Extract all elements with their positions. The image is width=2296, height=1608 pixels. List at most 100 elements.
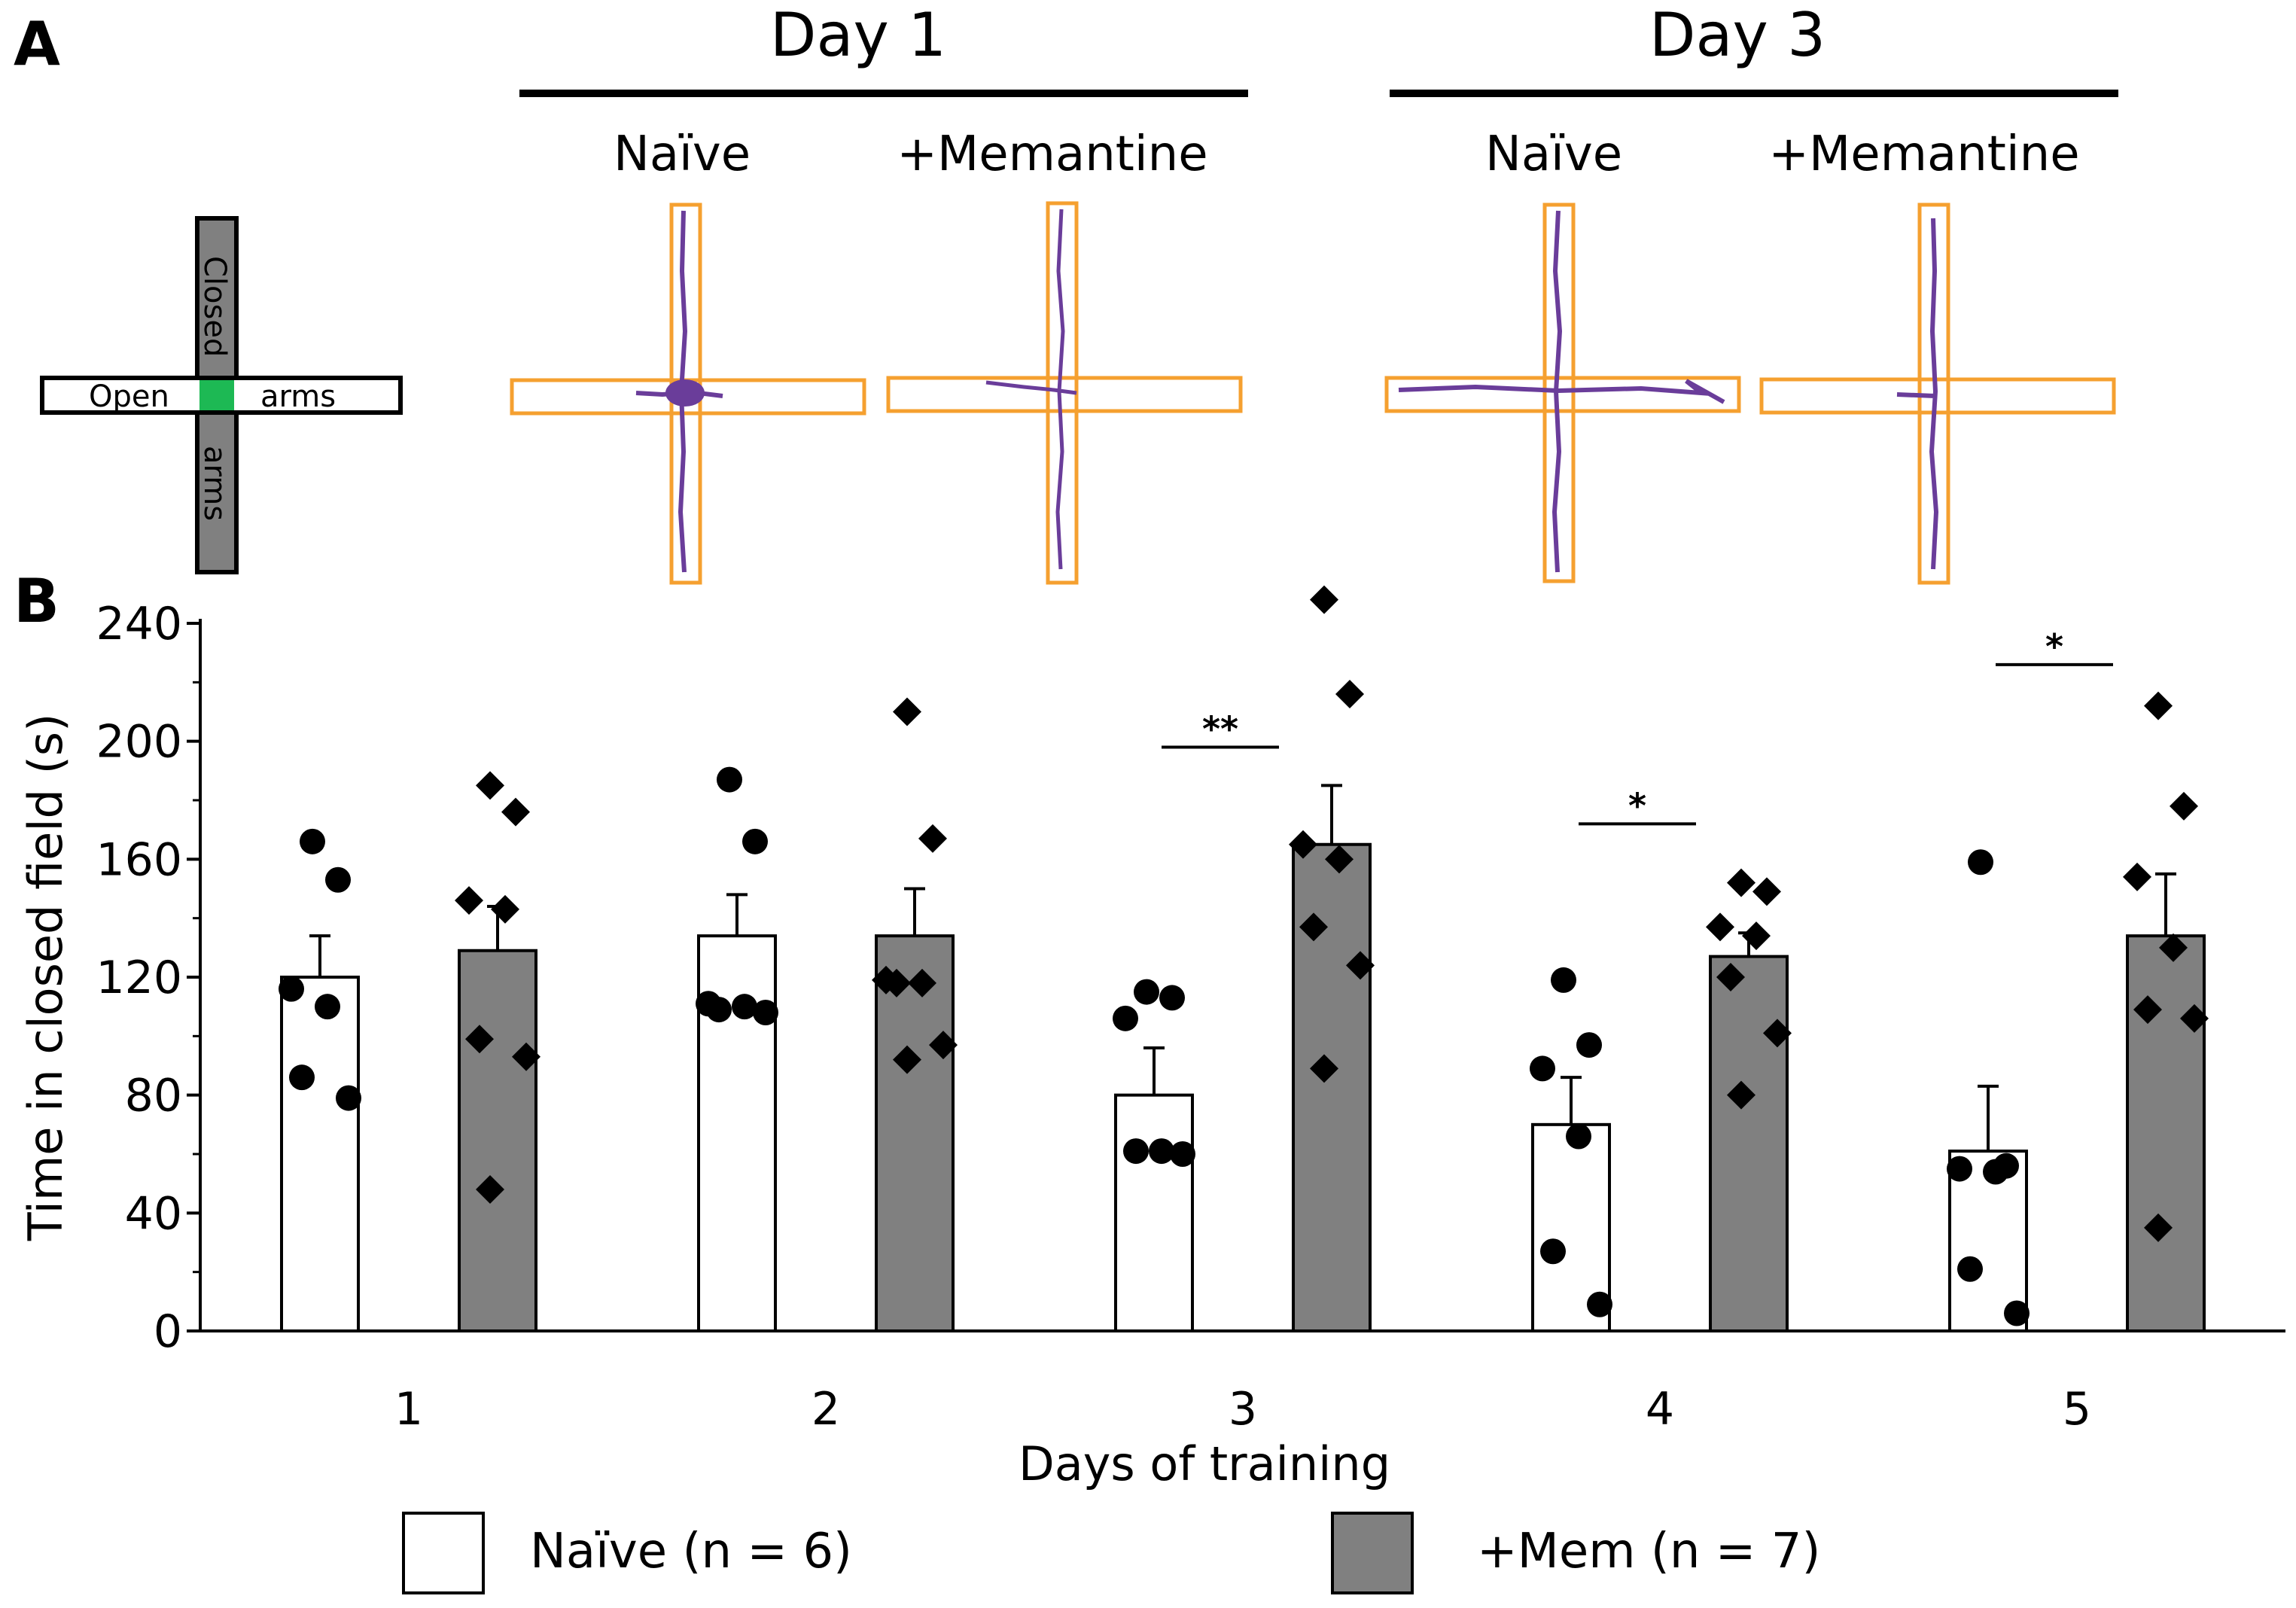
data-point xyxy=(1310,1054,1338,1083)
data-point xyxy=(1566,1123,1591,1150)
data-point xyxy=(1727,1080,1755,1110)
data-point xyxy=(1540,1238,1566,1265)
y-tick-label: 0 xyxy=(154,1305,182,1358)
data-point xyxy=(2144,691,2173,720)
x-axis-title: Days of training xyxy=(1019,1436,1390,1491)
data-point xyxy=(1742,921,1771,951)
data-point xyxy=(929,1031,958,1060)
bar xyxy=(1292,842,1372,1332)
data-point xyxy=(893,697,921,726)
data-point xyxy=(1530,1055,1555,1082)
data-point xyxy=(1763,1019,1792,1048)
day-title-1: Day 1 xyxy=(770,0,946,70)
y-axis-title: Time in closed field (s) xyxy=(18,714,73,1242)
bar xyxy=(458,949,537,1332)
maze-open-arm-outline xyxy=(1384,376,1741,413)
data-point xyxy=(1551,967,1576,993)
schematic-label-arms-open: arms xyxy=(260,379,336,414)
data-point xyxy=(1113,1005,1138,1031)
data-point xyxy=(732,994,757,1020)
data-point xyxy=(2170,791,2198,821)
bar xyxy=(280,976,360,1332)
day-title-3: Day 3 xyxy=(1649,0,1826,70)
data-point xyxy=(279,976,304,1002)
y-tick-label: 40 xyxy=(125,1187,182,1240)
bar xyxy=(1114,1093,1194,1332)
y-tick-label: 200 xyxy=(96,716,182,769)
data-point xyxy=(1957,1256,1983,1282)
data-point xyxy=(2123,862,2151,891)
data-point xyxy=(491,894,519,924)
movement-trace-center xyxy=(665,379,705,407)
data-point xyxy=(325,866,351,893)
bar xyxy=(2126,934,2206,1332)
data-point xyxy=(1587,1291,1612,1317)
data-point xyxy=(2159,933,2188,962)
data-point xyxy=(1947,1156,1972,1182)
condition-label-day3-memantine: +Memantine xyxy=(1768,126,2079,182)
y-tick-label: 120 xyxy=(96,952,182,1004)
data-point xyxy=(1727,868,1755,897)
legend-label-mem: +Mem (n = 7) xyxy=(1477,1524,1820,1579)
data-point xyxy=(1149,1138,1174,1165)
legend-swatch-naive xyxy=(402,1512,485,1594)
significance-label: * xyxy=(1628,785,1646,826)
bar xyxy=(875,934,955,1332)
data-point xyxy=(289,1064,315,1091)
condition-label-day1-memantine: +Memantine xyxy=(897,126,1207,182)
data-point xyxy=(1170,1141,1195,1167)
schematic-label-closed: Closed xyxy=(197,256,232,357)
data-point xyxy=(2004,1300,2030,1326)
data-point xyxy=(465,1025,494,1054)
data-point xyxy=(476,1175,504,1204)
data-point xyxy=(455,886,483,915)
track-day1-memantine xyxy=(886,201,1243,585)
legend: Naïve (n = 6) +Mem (n = 7) xyxy=(402,1512,1820,1594)
data-point xyxy=(918,824,947,853)
legend-label-naive: Naïve (n = 6) xyxy=(530,1524,852,1579)
condition-label-day3-naive: Naïve xyxy=(1485,126,1622,182)
track-day1-naive xyxy=(510,203,866,585)
data-point xyxy=(1325,845,1354,874)
maze-open-arm-outline xyxy=(886,376,1243,413)
y-tick-label: 160 xyxy=(96,833,182,886)
movement-trace xyxy=(1896,218,1939,570)
data-point xyxy=(476,771,504,800)
data-point xyxy=(893,1045,921,1074)
x-tick-label: 1 xyxy=(394,1383,423,1436)
data-point xyxy=(1134,979,1159,1005)
data-point xyxy=(1346,951,1375,980)
data-point xyxy=(1335,680,1364,708)
data-point xyxy=(1716,963,1745,991)
condition-label-day1-naive: Naïve xyxy=(614,126,751,182)
data-point xyxy=(908,968,936,997)
significance-label: ** xyxy=(1202,709,1238,750)
data-point xyxy=(2133,995,2162,1025)
movement-trace xyxy=(985,209,1077,570)
x-tick-label: 4 xyxy=(1646,1383,1674,1436)
data-point xyxy=(1968,849,1993,876)
x-tick-label: 3 xyxy=(1229,1383,1257,1436)
data-point xyxy=(706,997,732,1023)
maze-open-arm-outline xyxy=(1759,377,2116,415)
data-point xyxy=(1752,877,1781,906)
data-point xyxy=(1706,912,1734,942)
x-tick-label: 5 xyxy=(2063,1383,2091,1436)
schematic-center xyxy=(199,380,234,410)
y-tick-label: 80 xyxy=(125,1070,182,1122)
data-point xyxy=(501,797,530,827)
data-point xyxy=(882,968,911,997)
movement-trace xyxy=(1398,210,1725,573)
legend-swatch-mem xyxy=(1331,1512,1414,1594)
data-point xyxy=(336,1085,361,1111)
data-point xyxy=(1310,585,1338,614)
data-point xyxy=(300,828,325,854)
data-point xyxy=(315,994,340,1020)
data-point xyxy=(1576,1032,1602,1058)
significance-label: * xyxy=(2045,626,2063,667)
panel-a-letter: A xyxy=(14,9,60,79)
bar-chart: 0 40 80 120 160 200 240 Time in closed field (s… xyxy=(18,585,2285,1491)
track-day3-naive xyxy=(1384,203,1741,583)
data-point xyxy=(1289,830,1317,859)
